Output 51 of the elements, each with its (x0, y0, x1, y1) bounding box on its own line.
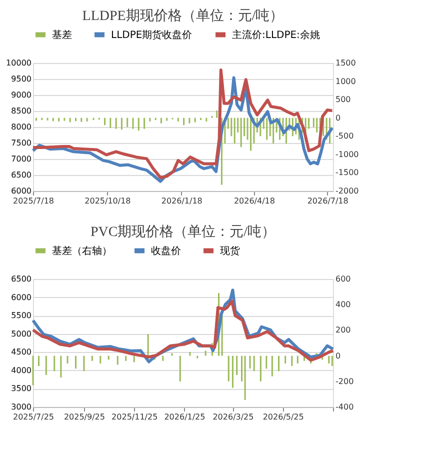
y2-tick-label: 500 (336, 95, 351, 104)
y2-tick-label: 1000 (336, 76, 356, 86)
y2-tick-label: 0 (336, 351, 341, 360)
x-tick-label: 2025/9/25 (64, 412, 105, 422)
y-tick-label: 7500 (11, 138, 32, 148)
y-tick-label: 7000 (11, 154, 32, 164)
x-tick-label: 2026/7/18 (307, 196, 348, 206)
y-tick-label: 3500 (11, 384, 32, 394)
y-tick-label: 10000 (6, 58, 32, 68)
x-tick-label: 2025/11/25 (112, 412, 158, 422)
x-tick-label: 2026/4/18 (234, 196, 275, 206)
y-tick-label: 8000 (11, 122, 32, 132)
chart-title: PVC期现价格（单位：元/吨） (90, 224, 276, 240)
y2-tick-label: -200 (336, 376, 354, 386)
x-tick-label: 2026/1/25 (164, 412, 206, 422)
y-tick-label: 6500 (11, 170, 32, 180)
y-tick-label: 6500 (11, 274, 32, 284)
x-tick-label: 2026/1/18 (161, 196, 202, 206)
y-tick-label: 8500 (11, 106, 32, 116)
x-tick-label: 2026/3/25 (212, 412, 254, 422)
legend-label: 收盘价 (151, 244, 181, 257)
y2-tick-label: 200 (336, 326, 351, 335)
y2-tick-label: 400 (336, 300, 351, 310)
y2-tick-label: -1000 (336, 150, 359, 159)
legend-label: 基差 (52, 28, 72, 41)
y-tick-label: 9500 (11, 74, 32, 84)
line-series (32, 300, 334, 362)
x-tick-label: 2025/7/18 (12, 196, 54, 206)
y-tick-label: 9000 (11, 90, 32, 100)
y2-tick-label: 1500 (336, 58, 356, 68)
y2-tick-label: 600 (336, 274, 351, 284)
legend-label: 基差（右轴） (52, 244, 112, 257)
y-tick-label: 5000 (11, 329, 32, 338)
y-tick-label: 5500 (11, 311, 32, 320)
y2-tick-label: -400 (336, 402, 354, 412)
y-tick-label: 4000 (11, 366, 32, 375)
y2-tick-label: 0 (336, 113, 341, 122)
x-tick-label: 2026/5/25 (262, 412, 304, 422)
y-tick-label: 4500 (11, 348, 32, 357)
y2-tick-label: -500 (336, 132, 354, 141)
x-tick-label: 2025/10/18 (84, 196, 131, 206)
y-tick-label: 3000 (11, 402, 32, 412)
y2-tick-label: -1500 (336, 168, 359, 178)
chart-title: LLDPE期现价格（单位：元/吨） (82, 8, 284, 24)
y2-tick-label: -2000 (336, 186, 359, 196)
y-tick-label: 6000 (11, 292, 32, 302)
legend-label: LLDPE期货收盘价 (111, 28, 192, 41)
y-tick-label: 6000 (11, 186, 32, 196)
legend-label: 主流价:LLDPE:余姚 (232, 28, 320, 41)
x-tick-label: 2025/7/25 (12, 412, 54, 422)
legend-label: 现货 (220, 244, 240, 257)
